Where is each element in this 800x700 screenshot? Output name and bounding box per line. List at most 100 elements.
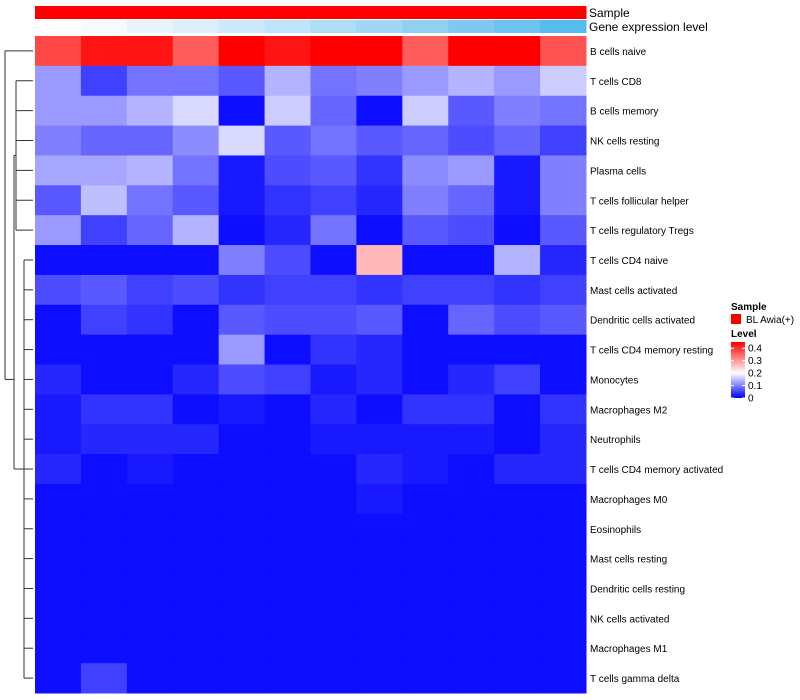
heatmap-cell xyxy=(402,185,449,216)
heatmap-cell xyxy=(448,543,495,575)
heatmap-cell xyxy=(35,185,82,216)
heatmap-cell xyxy=(494,513,541,545)
heatmap-cell xyxy=(402,334,449,365)
heatmap-cell xyxy=(80,304,128,336)
heatmap-cell xyxy=(448,483,495,515)
heatmap-cell xyxy=(126,543,174,575)
heatmap-cell xyxy=(540,603,587,634)
heatmap-cell xyxy=(172,334,220,365)
heatmap-cell xyxy=(448,663,495,694)
heatmap-cell xyxy=(80,603,128,634)
heatmap-cell xyxy=(448,454,495,485)
heatmap-cell xyxy=(126,424,174,455)
heatmap-cell xyxy=(310,483,357,515)
heatmap-cell xyxy=(172,245,220,276)
heatmap-cell xyxy=(35,483,82,515)
heatmap-cell xyxy=(494,603,541,634)
heatmap-cell xyxy=(126,573,174,604)
heatmap-cell xyxy=(35,454,82,485)
heatmap-cell xyxy=(126,364,174,395)
heatmap-cell xyxy=(35,543,82,575)
heatmap-cell xyxy=(310,394,357,425)
heatmap-cell xyxy=(264,573,311,604)
heatmap-cell xyxy=(35,95,82,127)
heatmap-cell xyxy=(80,334,128,365)
row-dendrogram xyxy=(4,50,33,679)
heatmap-cell xyxy=(402,245,449,276)
legend-tick-label: 0 xyxy=(748,394,754,405)
heatmap-cell xyxy=(80,394,128,425)
heatmap-cell xyxy=(494,274,541,306)
heatmap-cell xyxy=(126,36,174,67)
heatmap-cell xyxy=(310,36,357,67)
heatmap-cell xyxy=(80,364,128,395)
annotation-cell xyxy=(494,20,541,33)
heatmap-cell xyxy=(218,603,266,634)
heatmap-cell xyxy=(35,603,82,634)
heatmap-cell xyxy=(540,185,587,216)
heatmap-cell xyxy=(172,364,220,395)
annotation-cell xyxy=(356,20,403,33)
heatmap-cell xyxy=(494,633,541,664)
heatmap-cell xyxy=(402,394,449,425)
heatmap-cell xyxy=(310,125,357,156)
annotation-label: Sample xyxy=(589,6,630,20)
heatmap-cell xyxy=(402,513,449,545)
heatmap-cell xyxy=(540,215,587,246)
heatmap-cell xyxy=(218,334,266,365)
heatmap-cell xyxy=(402,424,449,455)
heatmap-cell xyxy=(402,125,449,156)
legend-sample-title: Sample xyxy=(731,302,767,313)
heatmap-cell xyxy=(494,483,541,515)
heatmap-cell xyxy=(540,543,587,575)
heatmap-cell xyxy=(356,394,403,425)
heatmap-cell xyxy=(126,633,174,664)
heatmap-cell xyxy=(448,304,495,336)
heatmap-cell xyxy=(310,364,357,395)
heatmap-cell xyxy=(494,185,541,216)
row-label: T cells CD8 xyxy=(590,77,642,88)
heatmap-cell xyxy=(540,334,587,365)
heatmap-cell xyxy=(494,215,541,246)
heatmap-cell xyxy=(540,364,587,395)
heatmap-cell xyxy=(172,483,220,515)
heatmap-cell xyxy=(310,274,357,306)
heatmap-cell xyxy=(402,36,449,67)
heatmap-cell xyxy=(494,454,541,485)
heatmap-cell xyxy=(402,663,449,694)
heatmap-cell xyxy=(310,185,357,216)
annotation-cell xyxy=(218,20,266,33)
heatmap-cell xyxy=(172,304,220,336)
heatmap-cell xyxy=(218,245,266,276)
heatmap-cell xyxy=(35,245,82,276)
heatmap-cell xyxy=(172,633,220,664)
heatmap-cell xyxy=(448,95,495,127)
heatmap-cell xyxy=(126,513,174,545)
heatmap-cell xyxy=(448,215,495,246)
row-label: Macrophages M1 xyxy=(590,644,668,655)
legend-ticks: 0.40.3 0.20.1 0 xyxy=(731,344,762,405)
heatmap-cell xyxy=(356,513,403,545)
heatmap-cell xyxy=(35,125,82,156)
heatmap-cell xyxy=(402,364,449,395)
heatmap-cell xyxy=(80,274,128,306)
heatmap-cell xyxy=(356,334,403,365)
legend-tick-label: 0.3 xyxy=(748,356,762,367)
heatmap-cell xyxy=(356,245,403,276)
heatmap-cell xyxy=(264,543,311,575)
annotation-cell xyxy=(310,20,357,33)
heatmap-cell xyxy=(218,155,266,186)
heatmap-cell xyxy=(540,454,587,485)
heatmap-cell xyxy=(172,394,220,425)
heatmap-cell xyxy=(540,65,587,97)
heatmap-cell xyxy=(218,274,266,306)
heatmap-cell xyxy=(356,603,403,634)
heatmap-cell xyxy=(264,155,311,186)
heatmap-cell xyxy=(35,65,82,97)
heatmap-cell xyxy=(356,483,403,515)
heatmap-cell xyxy=(448,155,495,186)
heatmap-cell xyxy=(218,543,266,575)
heatmap-cell xyxy=(218,424,266,455)
legend-tick-label: 0.1 xyxy=(748,381,762,392)
